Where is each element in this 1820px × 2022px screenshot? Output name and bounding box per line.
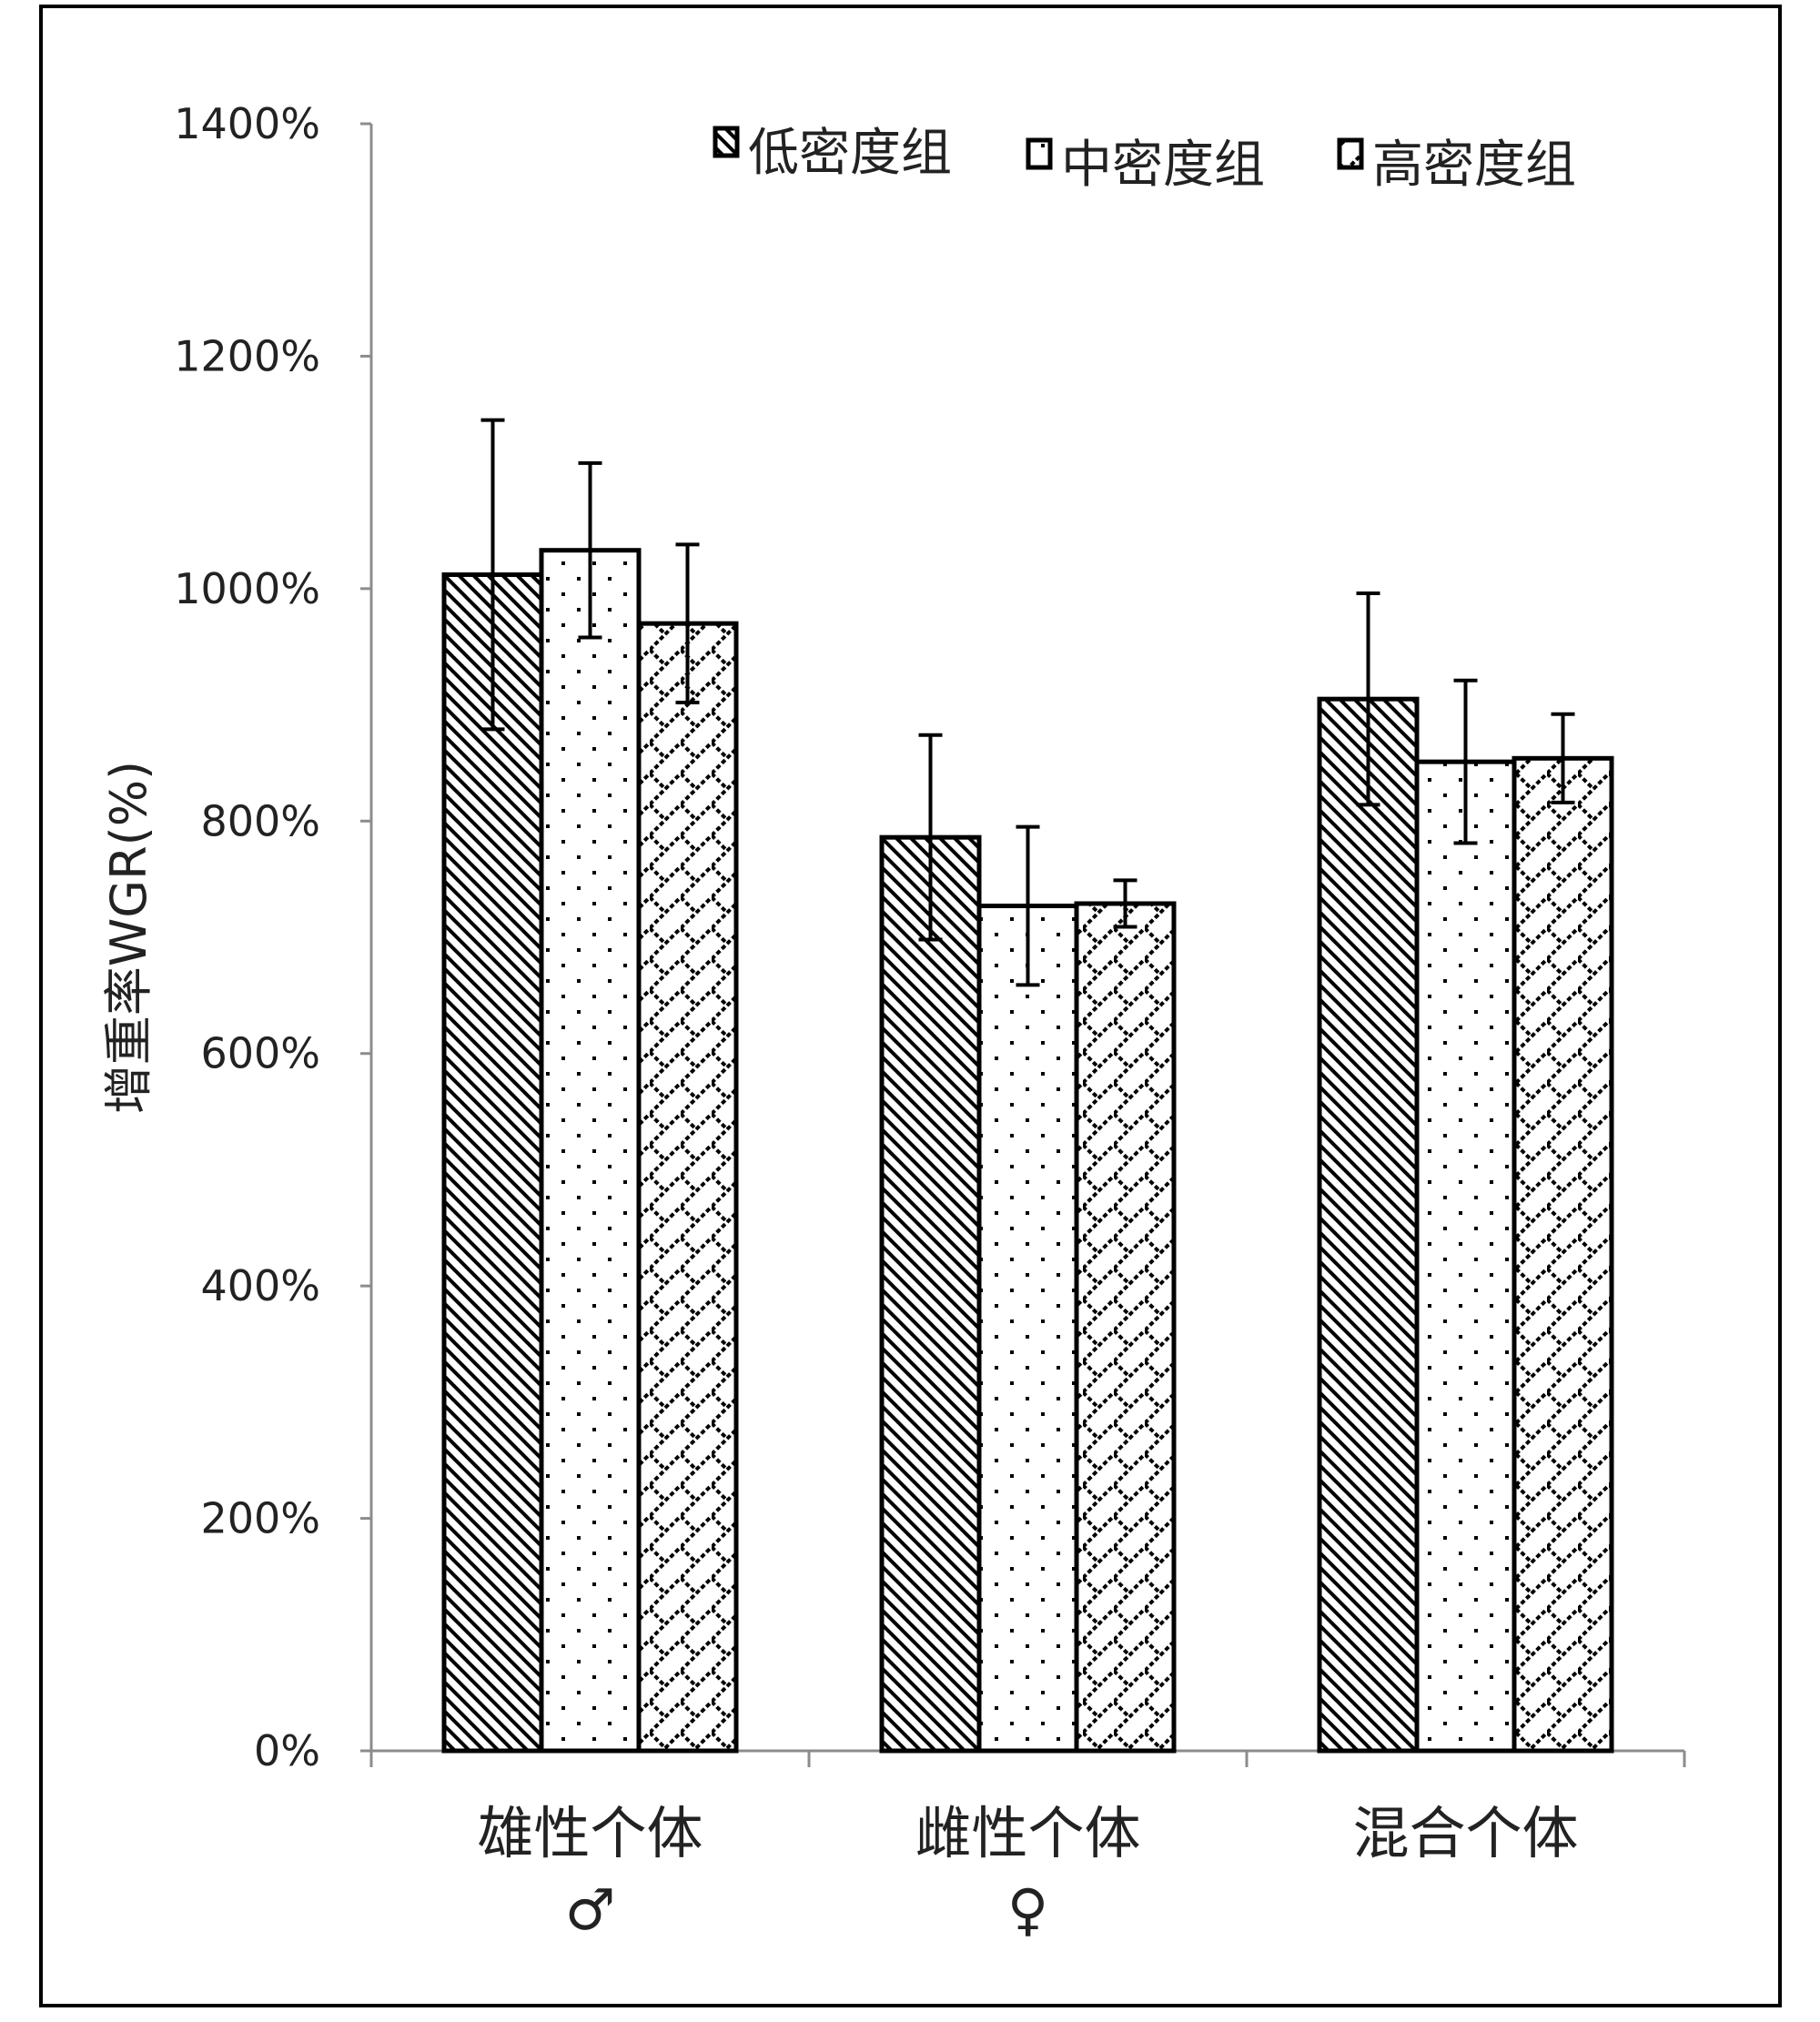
bar: [636, 621, 739, 1754]
x-category-label: 雌性个体: [915, 1800, 1140, 1866]
y-tick-label: 0%: [254, 1726, 320, 1775]
y-tick-label: 200%: [200, 1494, 320, 1543]
legend-label: 低密度组: [748, 124, 952, 183]
y-tick-label: 1200%: [174, 331, 320, 380]
y-axis-label: 增重率WGR(%): [100, 761, 157, 1114]
y-tick-label: 1000%: [174, 564, 320, 613]
legend-swatch: [1026, 137, 1053, 170]
y-tick-label: 1400%: [174, 99, 320, 148]
legend-swatch: [1337, 137, 1364, 170]
x-category-symbol: ♂: [565, 1876, 616, 1943]
x-category-symbol: ♀: [1007, 1876, 1048, 1943]
y-tick-label: 800%: [200, 796, 320, 845]
y-tick-label: 600%: [200, 1029, 320, 1078]
bar: [1317, 696, 1420, 1754]
bar: [1512, 755, 1614, 1754]
bar: [1414, 759, 1517, 1754]
x-category-label: 混合个体: [1352, 1800, 1578, 1866]
legend-label: 中密度组: [1061, 136, 1265, 195]
figure-frame: [39, 5, 1782, 2007]
bar: [539, 548, 642, 1754]
x-category-label: 雄性个体: [477, 1800, 703, 1866]
bar: [879, 834, 982, 1754]
bar: [441, 572, 544, 1754]
y-tick-label: 400%: [200, 1261, 320, 1310]
legend-swatch: [713, 126, 740, 158]
legend: 低密度组 中密度组 高密度组: [713, 124, 1576, 195]
legend-label: 高密度组: [1372, 136, 1576, 195]
bar: [1074, 901, 1177, 1754]
bar: [976, 904, 1079, 1754]
